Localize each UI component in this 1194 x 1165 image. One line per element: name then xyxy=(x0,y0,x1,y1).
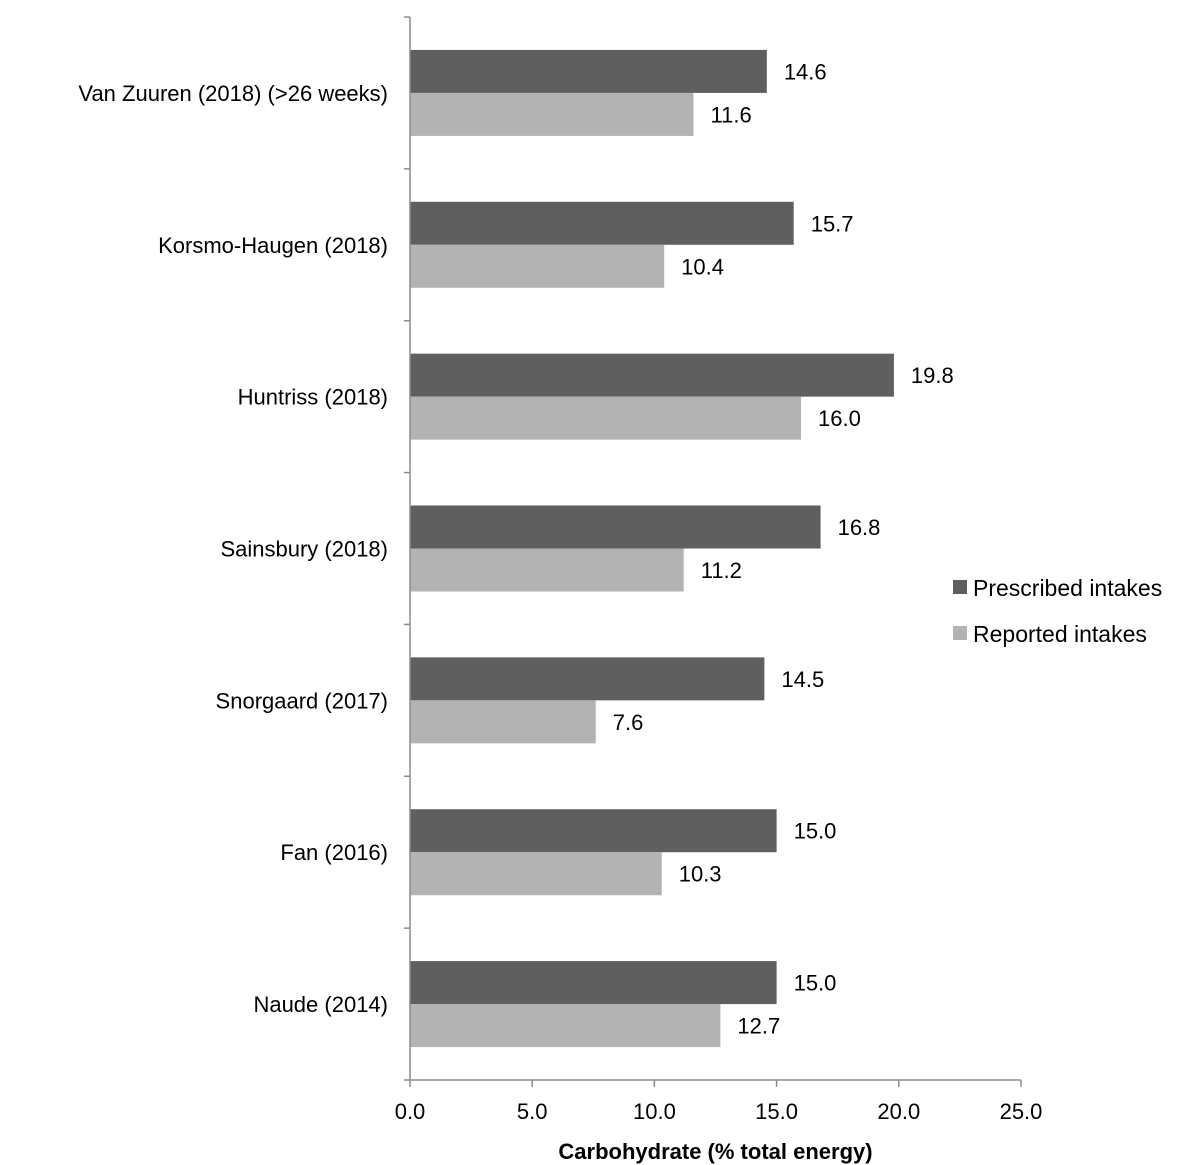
data-label: 15.0 xyxy=(794,971,837,996)
legend-label: Reported intakes xyxy=(973,621,1147,647)
data-label: 11.6 xyxy=(711,102,752,127)
bar-reported xyxy=(410,852,662,896)
bar-reported xyxy=(410,548,684,592)
bar-prescribed xyxy=(410,961,777,1005)
x-tick-label: 15.0 xyxy=(755,1099,798,1124)
data-label: 10.4 xyxy=(681,254,724,279)
x-tick-label: 25.0 xyxy=(1000,1099,1043,1124)
category-label: Snorgaard (2017) xyxy=(216,688,388,713)
bars-group xyxy=(410,49,894,1048)
bar-reported xyxy=(410,92,694,136)
bar-prescribed xyxy=(410,657,765,701)
x-axis-title: Carbohydrate (% total energy) xyxy=(558,1139,872,1164)
data-label: 12.7 xyxy=(737,1014,780,1039)
x-tick-label: 0.0 xyxy=(395,1099,426,1124)
data-label: 14.6 xyxy=(784,59,827,84)
data-labels-group: 14.6 11.6 15.7 10.4 19.8 16.0 16.8 11.2 14.5 7.6 1… xyxy=(613,59,954,1038)
legend: Prescribed intakes Reported intakes xyxy=(953,575,1162,647)
data-label: 15.7 xyxy=(811,211,854,236)
x-tick-label: 5.0 xyxy=(517,1099,548,1124)
data-label: 16.8 xyxy=(838,515,881,540)
data-label: 16.0 xyxy=(818,406,861,431)
category-label: Huntriss (2018) xyxy=(238,385,388,410)
x-tick-label: 20.0 xyxy=(877,1099,920,1124)
data-label: 11.2 xyxy=(701,558,742,583)
legend-swatch-prescribed xyxy=(953,580,967,594)
bar-reported xyxy=(410,700,596,744)
legend-label: Prescribed intakes xyxy=(973,575,1162,601)
category-label: Van Zuuren (2018) (>26 weeks) xyxy=(78,81,388,106)
bar-reported xyxy=(410,396,802,440)
category-label: Sainsbury (2018) xyxy=(220,537,388,562)
bar-prescribed xyxy=(410,201,794,245)
category-label: Korsmo-Haugen (2018) xyxy=(158,233,388,258)
category-labels-group: Van Zuuren (2018) (>26 weeks) Korsmo-Haug… xyxy=(78,81,388,1017)
data-label: 7.6 xyxy=(613,710,644,735)
x-tick-label: 10.0 xyxy=(633,1099,676,1124)
legend-swatch-reported xyxy=(953,626,967,640)
bar-prescribed xyxy=(410,353,894,397)
data-label: 15.0 xyxy=(794,819,837,844)
category-label: Naude (2014) xyxy=(253,992,388,1017)
bar-prescribed xyxy=(410,49,767,93)
bar-prescribed xyxy=(410,505,821,549)
data-label: 10.3 xyxy=(679,862,722,887)
data-label: 19.8 xyxy=(911,363,954,388)
axes-group xyxy=(404,16,1022,1087)
bar-reported xyxy=(410,1004,721,1048)
bar-reported xyxy=(410,244,665,288)
bar-prescribed xyxy=(410,809,777,853)
x-tick-labels-group: 0.0 5.0 10.0 15.0 20.0 25.0 xyxy=(395,1099,1043,1124)
data-label: 14.5 xyxy=(781,667,824,692)
category-label: Fan (2016) xyxy=(280,840,388,865)
